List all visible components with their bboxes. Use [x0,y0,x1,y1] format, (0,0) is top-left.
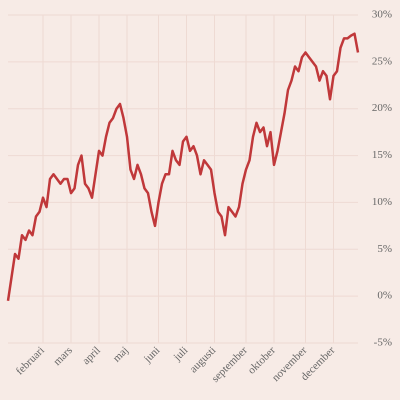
y-tick-label: 5% [377,243,392,255]
y-tick-label: 15% [372,149,392,161]
y-tick-label: 0% [377,290,392,302]
y-tick-label: 30% [372,9,392,21]
y-tick-label: -5% [374,337,392,349]
y-tick-label: 25% [372,55,392,67]
y-tick-label: 10% [372,196,392,208]
line [6,32,360,301]
y-tick-label: 20% [372,102,392,114]
